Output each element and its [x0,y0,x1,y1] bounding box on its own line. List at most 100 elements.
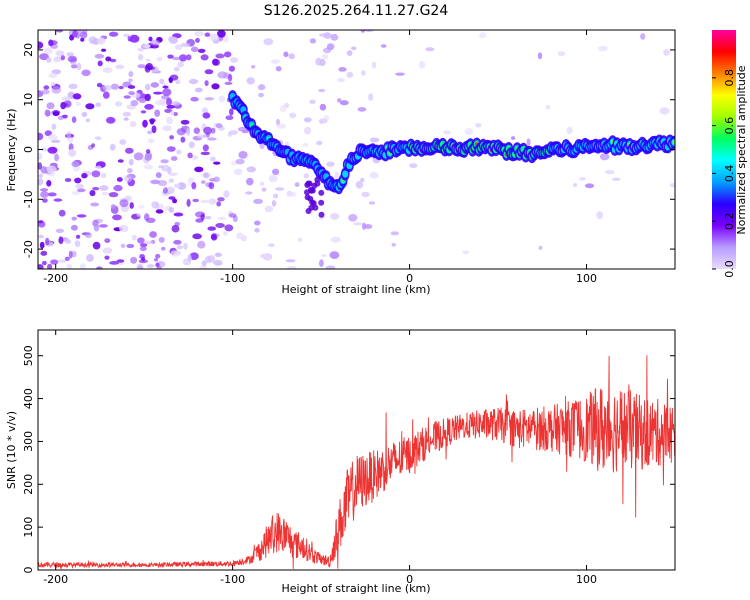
spectrogram-noise-blob [390,231,400,236]
spectrogram-noise-blob [162,187,168,194]
spectrogram-noise-blob [128,78,133,83]
spectrogram-noise-blob [166,105,175,109]
spectrogram-noise-blob [284,141,290,147]
spectrogram-noise-blob [76,62,82,71]
spectrogram-noise-blob [137,237,145,244]
spectrogram-noise-blob [155,253,161,259]
spectrogram-noise-blob [395,72,405,76]
spectrogram-noise-blob [309,99,316,105]
spectrogram-noise-blob [253,220,261,226]
spectrogram-noise-blob [276,123,286,129]
spectrogram-noise-blob [144,103,154,110]
spectrogram-noise-blob [475,123,482,128]
spectrogram-noise-blob [123,95,131,99]
spectrogram-noise-blob [173,112,178,116]
spectrogram-noise-blob [66,264,73,269]
spectrogram-noise-blob [138,53,144,61]
spectrogram-noise-blob [39,241,45,249]
spectrogram-noise-blob [105,56,112,62]
spectrogram-noise-blob [166,97,172,106]
spectrogram-noise-blob [172,56,181,61]
spectrogram-noise-blob [94,53,105,59]
spectrogram-noise-blob [146,58,151,62]
spectrogram-noise-blob [58,209,66,217]
spectrogram-noise-blob [180,119,190,125]
spectrogram-noise-blob [259,143,265,150]
snr-ytick-label: 400 [22,388,35,409]
spectrogram-noise-blob [195,37,200,43]
spectrogram-noise-blob [316,140,323,146]
spectrogram-noise-blob [64,239,71,244]
spectrogram-noise-blob [273,193,279,199]
spectrogram-noise-blob [612,177,621,181]
spectrogram-noise-blob [115,64,125,70]
spectrogram-noise-blob [66,52,74,57]
spectrogram-noise-blob [229,108,234,116]
spectrogram-noise-blob [86,254,94,262]
spectrogram-noise-blob [208,182,215,190]
spectrogram-noise-blob [75,101,81,106]
spectrogram-noise-blob [557,51,566,57]
spectrogram-noise-blob [303,117,312,123]
spectrogram-noise-blob [187,152,193,159]
spectrogram-ridge-mid [342,170,349,178]
spectrogram-noise-blob [170,156,178,161]
spectrogram-noise-blob [202,144,209,152]
spectrogram-noise-blob [355,181,364,189]
spectrogram-noise-blob [346,50,353,56]
spectrogram-noise-blob [168,178,174,183]
spectrogram-noise-blob [289,192,297,197]
spectrogram-noise-blob [224,81,233,85]
spectrogram-noise-blob [71,216,77,221]
spectrogram-noise-blob [168,196,176,200]
spectrogram-noise-blob [38,152,43,160]
spectrogram-noise-blob [348,214,358,222]
spectrogram-noise-blob [104,238,111,244]
spectrogram-noise-blob [391,242,396,247]
spectrogram-noise-blob [246,77,255,85]
spectrogram-noise-blob [123,117,129,121]
spectrogram-noise-blob [566,126,573,135]
spectrogram-noise-blob [38,173,43,179]
spectrogram-noise-blob [142,119,148,128]
spectrogram-noise-blob [138,98,147,103]
spectrogram-noise-blob [60,55,65,61]
spectrogram-noise-blob [303,173,309,179]
spectrogram-noise-blob [191,155,199,160]
spectrogram-noise-blob [193,127,200,134]
colorbar-tick-label: 0.4 [723,165,736,183]
spectrogram-noise-blob [223,190,230,198]
spectrogram-noise-blob [537,52,543,60]
spectrogram-noise-blob [56,30,63,33]
spectrogram-noise-blob [85,118,90,123]
spectrogram-noise-blob [237,126,248,132]
spectrogram-noise-blob [53,57,61,63]
spectrogram-noise-blob [47,146,58,154]
spectrogram-noise-blob [145,217,156,223]
spectrogram-noise-blob [197,48,206,54]
spectrogram-noise-blob [102,85,112,91]
spectrogram-noise-blob [117,159,124,163]
spectrogram-noise-blob [101,48,107,52]
spectrogram-noise-blob [169,135,175,140]
spectrogram-noise-blob [110,204,116,210]
spectrogram-noise-blob [233,168,243,175]
spectrogram-noise-blob [297,237,302,242]
snr-ylabel: SNR (10 * v/v) [5,411,18,489]
spectrogram-noise-blob [214,252,222,257]
spectrogram-noise-blob [197,240,206,249]
spectrogram-noise-blob [462,250,470,255]
spectrogram-noise-blob [176,245,184,250]
spectrogram-noise-blob [148,138,155,144]
spectrogram-noise-blob [251,65,256,69]
spectrogram-noise-blob [40,250,48,256]
spectrogram-noise-blob [289,112,297,119]
spectrogram-noise-blob [139,246,147,252]
spectrogram-noise-blob [200,199,209,204]
spectrogram-noise-blob [46,165,57,174]
spectrogram-noise-blob [136,212,141,217]
spectrogram-noise-blob [127,85,136,89]
spectrogram-noise-blob [319,259,324,268]
spectrogram-noise-blob [95,102,101,107]
